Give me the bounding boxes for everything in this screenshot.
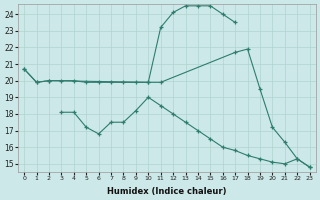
- X-axis label: Humidex (Indice chaleur): Humidex (Indice chaleur): [107, 187, 227, 196]
